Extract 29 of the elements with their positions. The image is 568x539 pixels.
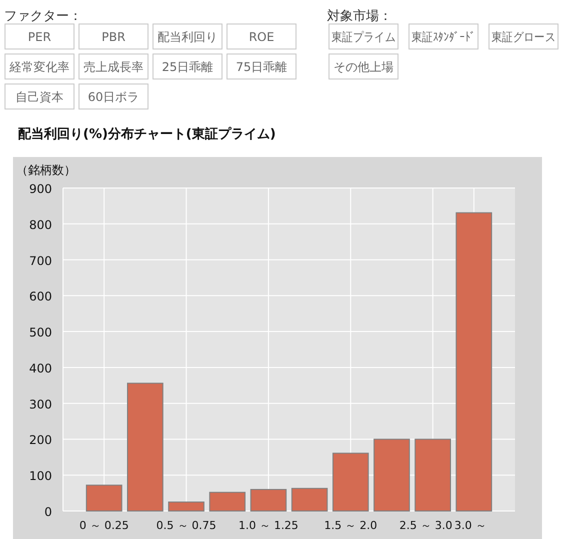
bar <box>291 488 328 512</box>
bar <box>86 484 122 512</box>
y-tick-label: 0 <box>44 505 52 519</box>
bar <box>168 502 204 512</box>
x-tick-label: 3.0 ～ <box>454 519 486 532</box>
y-tick-label: 200 <box>29 433 52 448</box>
x-tick-label: 0.5 ～ 0.75 <box>156 519 216 532</box>
y-tick-label: 800 <box>29 218 52 232</box>
y-tick-label: 900 <box>29 182 52 196</box>
y-tick-label: 100 <box>29 469 52 484</box>
chart-title: 配当利回り(%)分布チャート(東証プライム) <box>18 126 276 142</box>
y-tick-label: 300 <box>29 397 52 412</box>
y-tick-label: 600 <box>29 290 52 304</box>
x-tick-label: 1.5 ～ 2.0 <box>324 519 378 532</box>
x-tick-label: 0 ～ 0.25 <box>79 519 129 532</box>
bar <box>456 212 492 512</box>
y-axis-title: （銘柄数） <box>16 163 76 177</box>
y-tick-label: 400 <box>29 361 52 376</box>
bar <box>414 438 451 512</box>
x-tick-label: 2.5 ～ 3.0 <box>399 519 452 532</box>
bar <box>374 438 410 512</box>
bar <box>250 488 287 512</box>
bar <box>209 492 246 512</box>
y-tick-label: 700 <box>29 254 52 268</box>
bar <box>332 452 369 512</box>
x-tick-label: 1.0 ～ 1.25 <box>238 519 298 532</box>
bar <box>127 382 164 512</box>
controls: ファクター： PER PBR 配当利回り ROE 経常変化率 売上成長率 25日乖離 75日乖離 自己資本 60日ボラ 対象市場： 東証プライム 東証ｽﾀﾝﾀﾞｰﾄﾞ 東証グロース その他上場 <box>4 9 564 110</box>
y-tick-label: 500 <box>29 326 52 340</box>
